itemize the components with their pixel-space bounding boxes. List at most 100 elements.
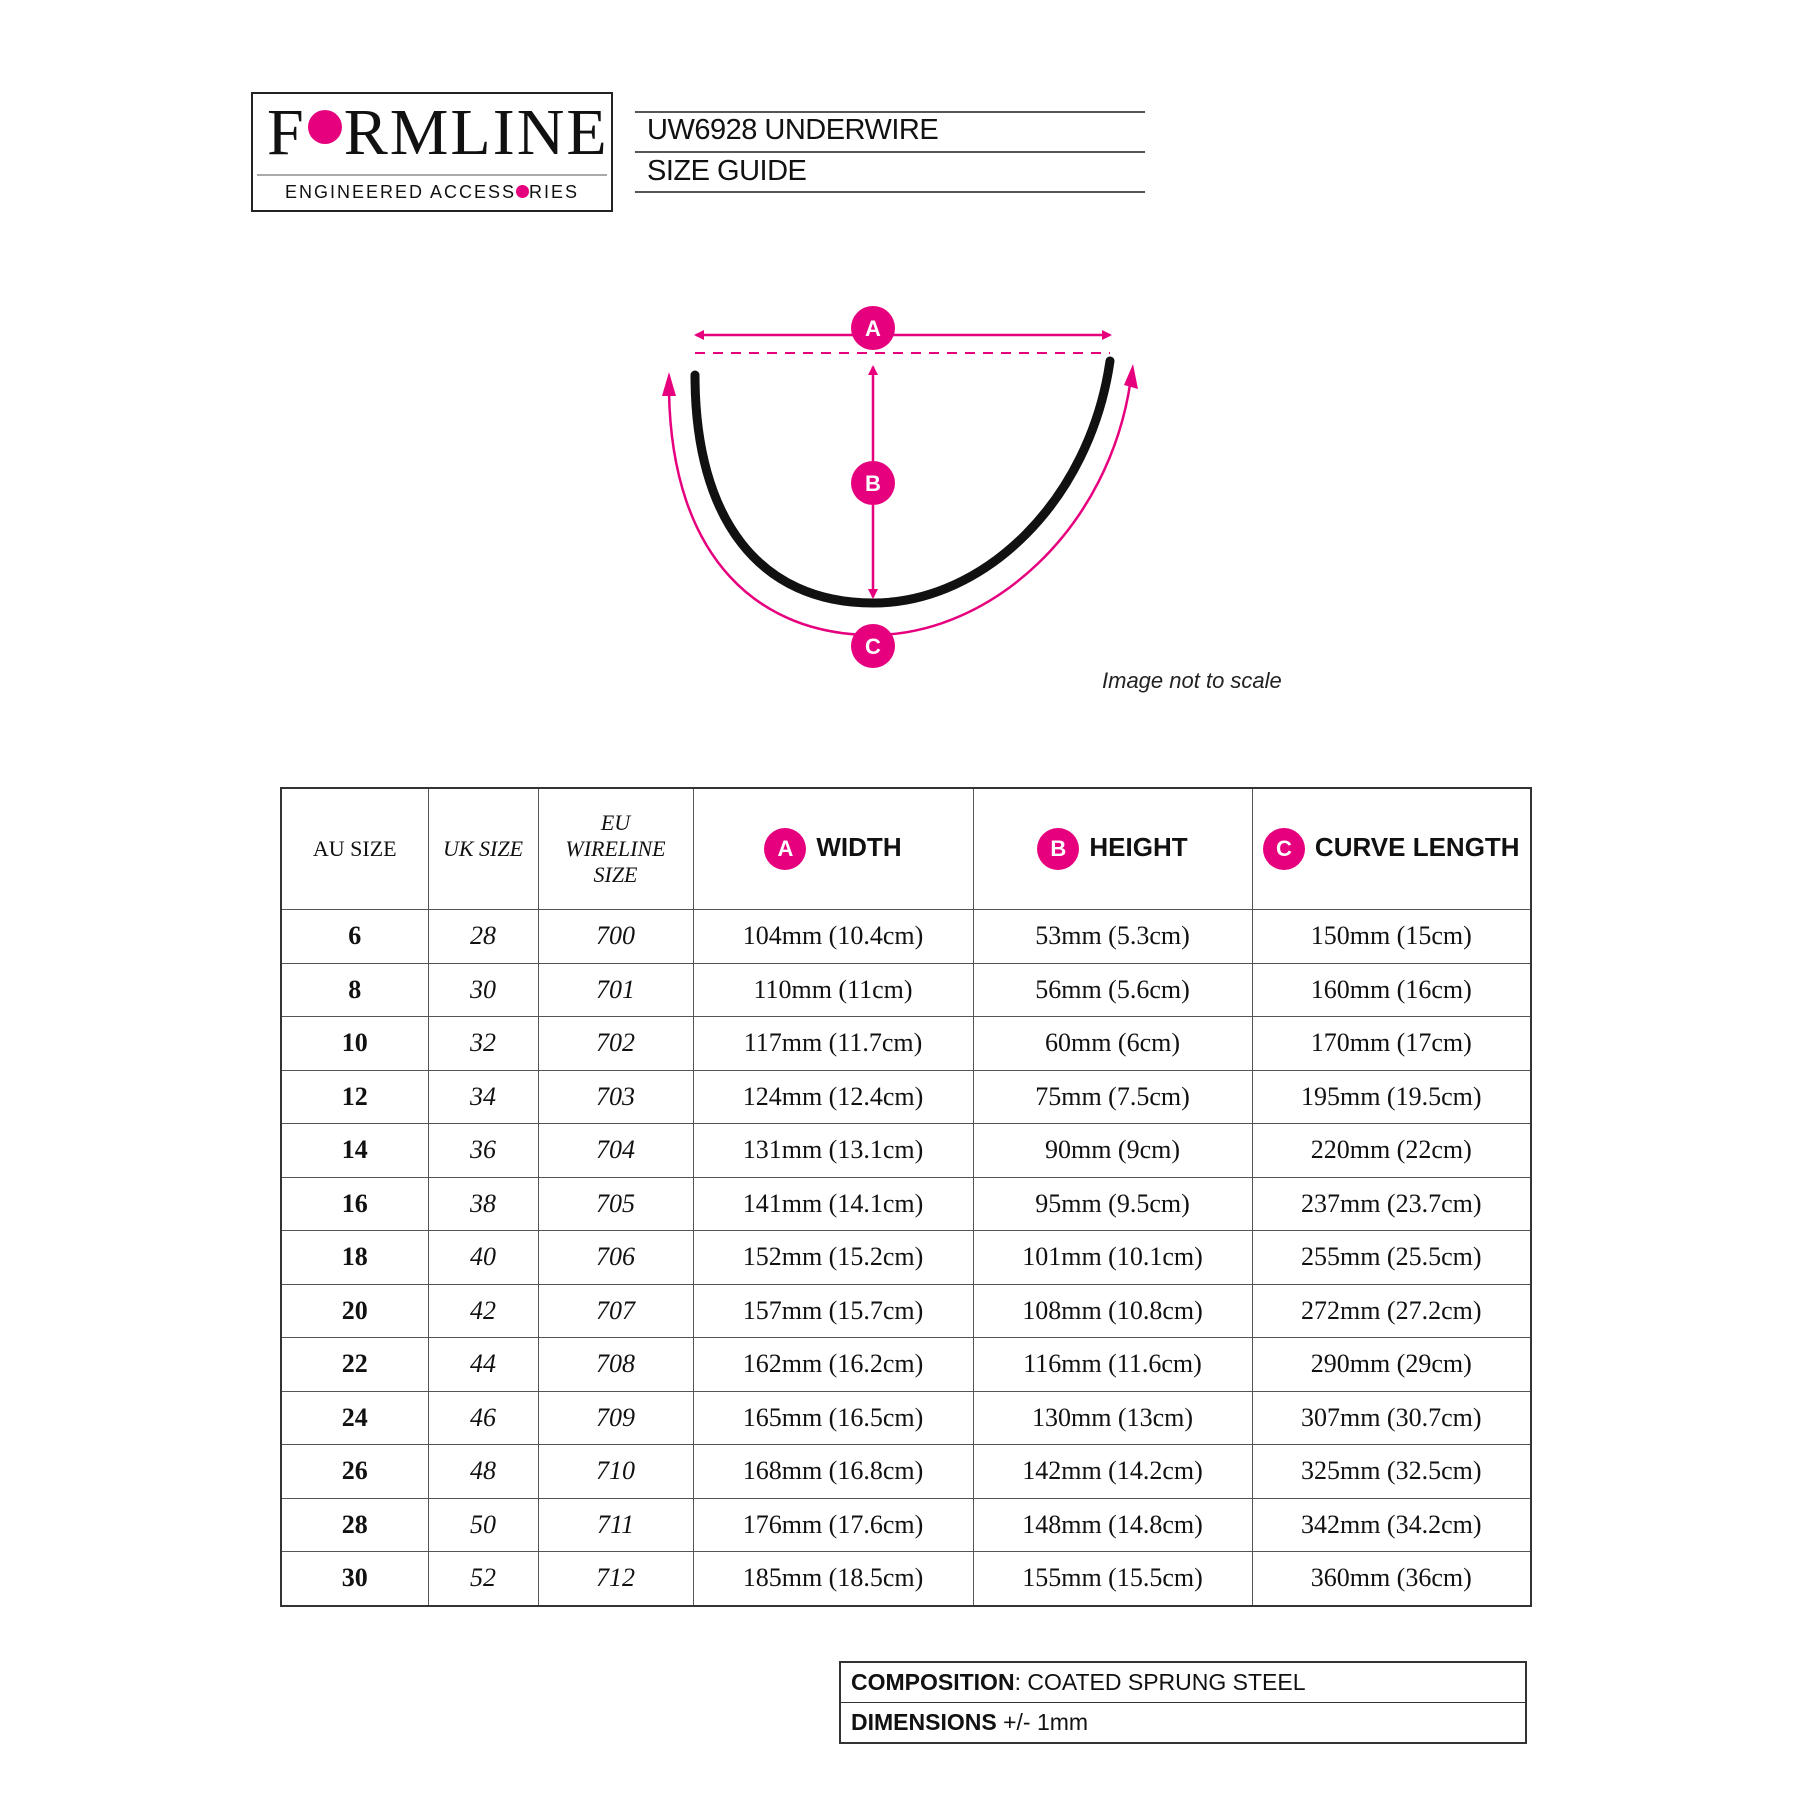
page-subtitle: SIZE GUIDE <box>647 155 807 187</box>
cell-uk-size: 32 <box>427 1016 539 1071</box>
scale-note: Image not to scale <box>1102 668 1282 693</box>
cell-eu-size: 700 <box>537 909 694 964</box>
cell-uk-size: 34 <box>427 1069 539 1124</box>
table-row: 16 38 705 141mm (14.1cm) 95mm (9.5cm) 237mm (… <box>280 1176 1532 1231</box>
cell-width: 157mm (15.7cm) <box>692 1283 974 1338</box>
cell-width: 185mm (18.5cm) <box>692 1551 974 1606</box>
badge-c: C <box>851 624 895 668</box>
cell-eu-size: 704 <box>537 1123 694 1178</box>
header-au-size: AU SIZE <box>280 787 429 910</box>
cell-height: 75mm (7.5cm) <box>972 1069 1253 1124</box>
table-row: 22 44 708 162mm (16.2cm) 116mm (11.6cm) 290mm… <box>280 1337 1532 1392</box>
cell-uk-size: 44 <box>427 1337 539 1392</box>
cell-height: 60mm (6cm) <box>972 1016 1253 1071</box>
cell-curve-length: 325mm (32.5cm) <box>1251 1444 1532 1499</box>
header-width: A WIDTH <box>692 787 974 910</box>
table-row: 14 36 704 131mm (13.1cm) 90mm (9cm) 220mm (22… <box>280 1123 1532 1178</box>
table-header-row: AU SIZE UK SIZE EU WIRELINE SIZE A WIDTH … <box>280 787 1532 910</box>
cell-eu-size: 711 <box>537 1497 694 1552</box>
cell-uk-size: 50 <box>427 1497 539 1552</box>
cell-eu-size: 709 <box>537 1390 694 1445</box>
cell-width: 104mm (10.4cm) <box>692 909 974 964</box>
header-curve-length: C CURVE LENGTH <box>1251 787 1532 910</box>
composition-row: COMPOSITION: COATED SPRUNG STEEL <box>841 1663 1525 1702</box>
cell-width: 165mm (16.5cm) <box>692 1390 974 1445</box>
table-row: 10 32 702 117mm (11.7cm) 60mm (6cm) 170mm (17… <box>280 1016 1532 1071</box>
cell-height: 95mm (9.5cm) <box>972 1176 1253 1231</box>
curve-length-arrow <box>667 377 1133 637</box>
cell-curve-length: 170mm (17cm) <box>1251 1016 1532 1071</box>
cell-curve-length: 307mm (30.7cm) <box>1251 1390 1532 1445</box>
cell-au-size: 18 <box>280 1230 429 1285</box>
cell-au-size: 14 <box>280 1123 429 1178</box>
arrowhead <box>662 372 676 396</box>
svg-text:B: B <box>865 471 881 496</box>
cell-height: 108mm (10.8cm) <box>972 1283 1253 1338</box>
cell-height: 56mm (5.6cm) <box>972 962 1253 1017</box>
cell-eu-size: 707 <box>537 1283 694 1338</box>
divider <box>635 151 1145 153</box>
cell-uk-size: 42 <box>427 1283 539 1338</box>
dimensions-row: DIMENSIONS +/- 1mm <box>841 1702 1525 1742</box>
cell-uk-size: 38 <box>427 1176 539 1231</box>
cell-height: 116mm (11.6cm) <box>972 1337 1253 1392</box>
table-row: 24 46 709 165mm (16.5cm) 130mm (13cm) 307mm (… <box>280 1390 1532 1445</box>
composition-value: : COATED SPRUNG STEEL <box>1014 1669 1306 1695</box>
table-row: 12 34 703 124mm (12.4cm) 75mm (7.5cm) 195mm (… <box>280 1069 1532 1124</box>
badge-b: B <box>851 461 895 505</box>
cell-eu-size: 702 <box>537 1016 694 1071</box>
table-row: 28 50 711 176mm (17.6cm) 148mm (14.8cm) 342mm… <box>280 1497 1532 1552</box>
cell-height: 155mm (15.5cm) <box>972 1551 1253 1606</box>
header-label: WIDTH <box>816 831 902 862</box>
header-uk-size: UK SIZE <box>427 787 539 910</box>
size-table: AU SIZE UK SIZE EU WIRELINE SIZE A WIDTH … <box>280 787 1532 1607</box>
cell-width: 176mm (17.6cm) <box>692 1497 974 1552</box>
cell-curve-length: 342mm (34.2cm) <box>1251 1497 1532 1552</box>
cell-curve-length: 150mm (15cm) <box>1251 909 1532 964</box>
dimensions-value: +/- 1mm <box>996 1709 1089 1735</box>
dimensions-label: DIMENSIONS <box>851 1709 997 1735</box>
underwire-shape <box>690 356 1115 608</box>
cell-width: 110mm (11cm) <box>692 962 974 1017</box>
cell-width: 152mm (15.2cm) <box>692 1230 974 1285</box>
badge-b: B <box>1037 828 1080 870</box>
cell-uk-size: 52 <box>427 1551 539 1606</box>
cell-au-size: 16 <box>280 1176 429 1231</box>
cell-curve-length: 220mm (22cm) <box>1251 1123 1532 1178</box>
table-row: 8 30 701 110mm (11cm) 56mm (5.6cm) 160mm (16c… <box>280 962 1532 1017</box>
table-row: 26 48 710 168mm (16.8cm) 142mm (14.2cm) 325mm… <box>280 1444 1532 1499</box>
cell-uk-size: 46 <box>427 1390 539 1445</box>
logo-wordmark: F RMLINE <box>267 96 609 169</box>
cell-curve-length: 272mm (27.2cm) <box>1251 1283 1532 1338</box>
cell-curve-length: 160mm (16cm) <box>1251 962 1532 1017</box>
cell-uk-size: 48 <box>427 1444 539 1499</box>
cell-uk-size: 30 <box>427 962 539 1017</box>
table-row: 20 42 707 157mm (15.7cm) 108mm (10.8cm) 272mm… <box>280 1283 1532 1338</box>
svg-text:A: A <box>865 316 881 341</box>
divider <box>635 111 1145 113</box>
product-title: UW6928 UNDERWIRE <box>647 114 939 146</box>
cell-au-size: 26 <box>280 1444 429 1499</box>
logo-tagline: ENGINEERED ACCESS RIES <box>284 182 580 202</box>
cell-height: 90mm (9cm) <box>972 1123 1253 1178</box>
cell-curve-length: 195mm (19.5cm) <box>1251 1069 1532 1124</box>
header-label: CURVE LENGTH <box>1314 831 1520 862</box>
divider <box>635 191 1145 193</box>
logo-divider <box>257 174 607 176</box>
cell-eu-size: 710 <box>537 1444 694 1499</box>
formline-logo: F RMLINE ENGINEERED ACCESS RIES <box>251 92 613 212</box>
cell-width: 168mm (16.8cm) <box>692 1444 974 1499</box>
cell-width: 141mm (14.1cm) <box>692 1176 974 1231</box>
cell-width: 117mm (11.7cm) <box>692 1016 974 1071</box>
cell-eu-size: 706 <box>537 1230 694 1285</box>
underwire-diagram: A B C <box>662 306 1138 668</box>
cell-curve-length: 237mm (23.7cm) <box>1251 1176 1532 1231</box>
cell-au-size: 30 <box>280 1551 429 1606</box>
cell-au-size: 20 <box>280 1283 429 1338</box>
header-height: B HEIGHT <box>972 787 1253 910</box>
header-label: HEIGHT <box>1089 831 1188 862</box>
cell-width: 131mm (13.1cm) <box>692 1123 974 1178</box>
cell-au-size: 12 <box>280 1069 429 1124</box>
table-row: 18 40 706 152mm (15.2cm) 101mm (10.1cm) 255mm… <box>280 1230 1532 1285</box>
